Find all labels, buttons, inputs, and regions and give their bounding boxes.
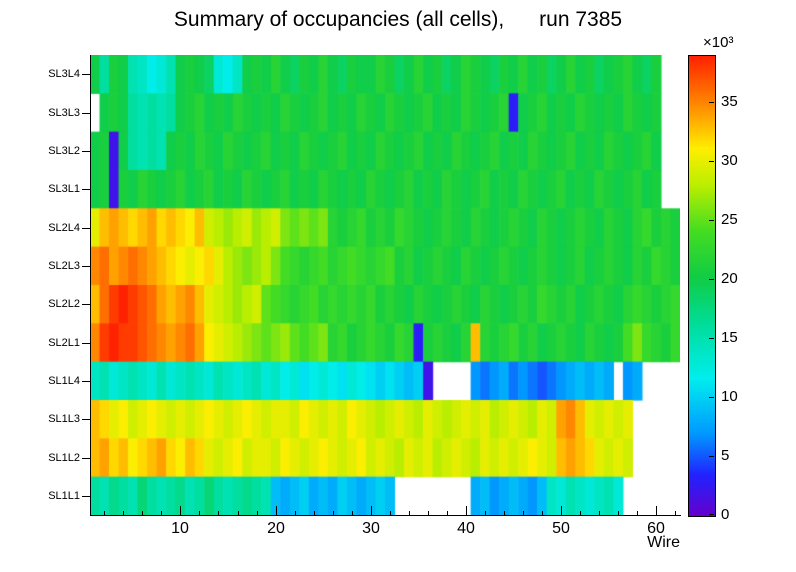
x-axis-minor-tick (428, 511, 429, 515)
x-axis-minor-tick (257, 511, 258, 515)
x-axis-minor-tick (104, 511, 105, 515)
x-axis-minor-tick (409, 511, 410, 515)
x-axis-tick-label: 40 (457, 520, 475, 537)
y-axis-tick (82, 419, 90, 420)
y-axis-label: SL3L4 (48, 68, 80, 81)
x-axis-minor-tick (161, 511, 162, 515)
x-axis-tick-label: 50 (552, 520, 570, 537)
x-axis-minor-tick (523, 511, 524, 515)
x-axis-major-tick (276, 506, 277, 515)
colorbar-tick-label: 25 (721, 211, 738, 229)
x-axis-minor-tick (142, 511, 143, 515)
y-axis-tick (82, 151, 90, 152)
colorbar-tick (709, 279, 714, 280)
y-axis-label: SL2L2 (48, 298, 80, 311)
y-axis-tick (82, 496, 90, 497)
x-axis-minor-tick (123, 511, 124, 515)
y-axis-tick (82, 189, 90, 190)
y-axis-label: SL1L4 (48, 374, 80, 387)
x-axis-minor-tick (637, 511, 638, 515)
colorbar-tick (709, 338, 714, 339)
y-axis-label: SL1L3 (48, 413, 80, 426)
colorbar-tick-label: 15 (721, 329, 738, 347)
y-axis-label: SL3L1 (48, 183, 80, 196)
y-axis-tick (82, 74, 90, 75)
x-axis-minor-tick (314, 511, 315, 515)
x-axis-minor-tick (199, 511, 200, 515)
colorbar-tick-label: 0 (721, 506, 730, 523)
y-axis-tick (82, 266, 90, 267)
y-axis-label: SL3L2 (48, 144, 80, 157)
colorbar-canvas (688, 55, 716, 517)
x-axis-minor-tick (238, 511, 239, 515)
y-axis-tick (82, 343, 90, 344)
x-axis-tick-label: 30 (362, 520, 380, 537)
colorbar-tick-label: 30 (721, 152, 738, 170)
y-axis-tick (82, 381, 90, 382)
x-axis-minor-tick (447, 511, 448, 515)
x-axis-tick-label: 20 (267, 520, 285, 537)
colorbar-tick (709, 514, 714, 515)
x-axis-line (90, 515, 681, 516)
x-axis-major-tick (371, 506, 372, 515)
y-axis-label: SL2L1 (48, 336, 80, 349)
x-axis-major-tick (656, 506, 657, 515)
x-axis-minor-tick (675, 511, 676, 515)
colorbar-tick-label: 20 (721, 270, 738, 288)
colorbar-tick (709, 456, 714, 457)
x-axis-tick-label: 60 (647, 520, 665, 537)
y-axis-label: SL1L2 (48, 451, 80, 464)
colorbar-tick-label: 35 (721, 93, 738, 111)
x-axis-minor-tick (542, 511, 543, 515)
y-axis-label: SL1L1 (48, 489, 80, 502)
y-axis-tick (82, 304, 90, 305)
y-axis-tick (82, 113, 90, 114)
colorbar-tick (709, 397, 714, 398)
colorbar-tick (709, 161, 714, 162)
x-axis-minor-tick (390, 511, 391, 515)
chart-title: Summary of occupancies (all cells), run … (173, 8, 623, 31)
x-axis-minor-tick (352, 511, 353, 515)
x-axis-title: Wire (647, 534, 680, 551)
x-axis-major-tick (561, 506, 562, 515)
x-axis-minor-tick (485, 511, 486, 515)
x-axis-minor-tick (599, 511, 600, 515)
colorbar-tick (709, 220, 714, 221)
y-axis-tick (82, 458, 90, 459)
colorbar-tick-label: 10 (721, 388, 738, 406)
x-axis-tick-label: 10 (171, 520, 189, 537)
x-axis-minor-tick (618, 511, 619, 515)
colorbar-exponent-label: ×10³ (703, 34, 734, 51)
y-axis-line (90, 55, 91, 516)
x-axis-major-tick (466, 506, 467, 515)
y-axis-tick (82, 228, 90, 229)
y-axis-label: SL2L3 (48, 259, 80, 272)
colorbar-tick-label: 5 (721, 447, 730, 465)
x-axis-minor-tick (333, 511, 334, 515)
x-axis-major-tick (180, 506, 181, 515)
x-axis-minor-tick (218, 511, 219, 515)
y-axis-label: SL3L3 (48, 106, 80, 119)
x-axis-minor-tick (580, 511, 581, 515)
colorbar-tick (709, 102, 714, 103)
y-axis-label: SL2L4 (48, 221, 80, 234)
heatmap-canvas (90, 55, 680, 515)
x-axis-minor-tick (295, 511, 296, 515)
x-axis-minor-tick (504, 511, 505, 515)
